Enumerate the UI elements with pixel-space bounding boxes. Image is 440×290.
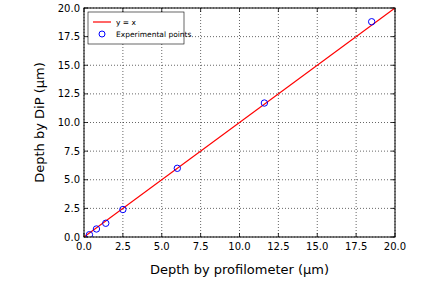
tick-x <box>239 233 240 237</box>
tick-y-right <box>391 93 395 94</box>
plot-data <box>84 8 395 237</box>
legend-swatch <box>93 21 111 22</box>
tick-y <box>84 208 88 209</box>
tick-y-right <box>391 122 395 123</box>
tick-label-x: 10.0 <box>228 241 250 252</box>
tick-label-x: 0.0 <box>76 241 92 252</box>
tick-x-top <box>317 8 318 12</box>
tick-label-y: 10.0 <box>58 117 80 128</box>
plot-background <box>84 8 395 237</box>
legend-box <box>88 12 184 44</box>
scatter-point <box>261 100 267 106</box>
grid-line-x <box>200 8 201 237</box>
tick-x-top <box>200 8 201 12</box>
grid-line-y <box>84 93 395 94</box>
tick-label-x: 15.0 <box>306 241 328 252</box>
tick-x-top <box>122 8 123 12</box>
legend: y = x Experimental points <box>88 12 192 44</box>
tick-y-right <box>391 36 395 37</box>
tick-y <box>84 122 88 123</box>
scatter-point <box>86 232 92 237</box>
plot-frame <box>84 8 395 237</box>
legend-label: y = x <box>116 18 136 27</box>
scatter-point <box>103 220 109 226</box>
tick-x-top <box>161 8 162 12</box>
grid-line-y <box>84 151 395 152</box>
tick-x <box>161 233 162 237</box>
tick-y <box>84 36 88 37</box>
tick-label-x: 7.5 <box>193 241 209 252</box>
tick-label-y: 7.5 <box>64 146 80 157</box>
tick-y-right <box>391 151 395 152</box>
grid-line-y <box>84 179 395 180</box>
tick-label-x: 5.0 <box>154 241 170 252</box>
tick-label-x: 12.5 <box>267 241 289 252</box>
tick-label-y: 2.5 <box>64 203 80 214</box>
tick-y-right <box>391 208 395 209</box>
legend-swatch <box>99 31 105 37</box>
scatter-point <box>174 165 180 171</box>
grid-line-y <box>84 208 395 209</box>
tick-x <box>317 233 318 237</box>
tick-y <box>84 93 88 94</box>
tick-label-x: 2.5 <box>115 241 131 252</box>
x-axis-label: Depth by profilometer (µm) <box>150 262 329 277</box>
grid-line-y <box>84 65 395 66</box>
tick-label-y: 0.0 <box>64 232 80 243</box>
scatter-point <box>120 206 126 212</box>
tick-label-y: 17.5 <box>58 31 80 42</box>
legend-label: Experimental points <box>116 30 192 39</box>
tick-x-top <box>239 8 240 12</box>
tick-x <box>122 233 123 237</box>
tick-label-y: 15.0 <box>58 60 80 71</box>
tick-y-right <box>391 179 395 180</box>
tick-x-top <box>356 8 357 12</box>
tick-y <box>84 151 88 152</box>
scatter-point <box>368 19 374 25</box>
chart: 0.0 2.5 5.0 7.5 10.0 12.5 15.0 17.5 20.0 0.0 2.5 5.… <box>0 0 440 290</box>
y-axis-label: Depth by DiP (µm) <box>32 62 47 182</box>
grid-line-x <box>317 8 318 237</box>
tick-y <box>84 65 88 66</box>
grid-line-x <box>356 8 357 237</box>
tick-x <box>356 233 357 237</box>
line-series <box>84 8 395 237</box>
tick-label-x: 17.5 <box>345 241 367 252</box>
tick-y <box>84 179 88 180</box>
grid-line-x <box>278 8 279 237</box>
tick-x <box>200 233 201 237</box>
tick-label-y: 20.0 <box>58 3 80 14</box>
scatter-point <box>93 226 99 232</box>
tick-x <box>278 233 279 237</box>
tick-label-x: 20.0 <box>384 241 406 252</box>
tick-label-y: 5.0 <box>64 174 80 185</box>
tick-x-top <box>278 8 279 12</box>
tick-label-y: 12.5 <box>58 88 80 99</box>
tick-y-right <box>391 65 395 66</box>
